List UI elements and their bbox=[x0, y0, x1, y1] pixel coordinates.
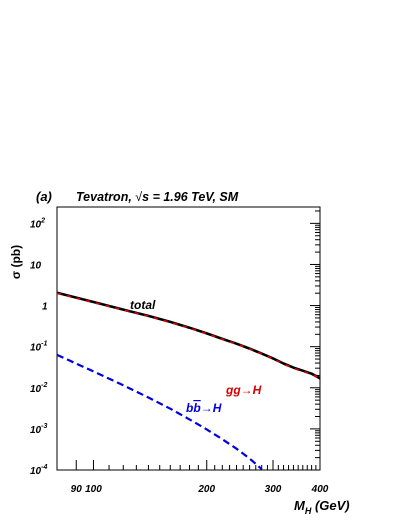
title-pre: Tevatron, bbox=[76, 190, 135, 204]
label-gg: gg→H bbox=[225, 383, 262, 397]
chart-title: Tevatron, √s = 1.96 TeV, SM bbox=[76, 190, 239, 204]
y-tick-label: 10-1 bbox=[30, 341, 47, 354]
y-tick-label: 10-4 bbox=[30, 464, 47, 477]
x-label-sub: H bbox=[305, 506, 312, 516]
y-tick-exponent: -3 bbox=[41, 423, 47, 430]
y-tick-label: 10 bbox=[30, 260, 42, 271]
series-line-gg-h bbox=[56, 292, 321, 380]
y-tick-exponent: -1 bbox=[41, 341, 47, 348]
y-tick-base: 10 bbox=[30, 466, 42, 477]
series-line-bb-h bbox=[56, 353, 263, 470]
x-label-unit: (GeV) bbox=[311, 498, 349, 513]
label-total: total bbox=[130, 298, 156, 312]
x-ticks: 90 100 200 300 400 bbox=[56, 460, 329, 495]
x-tick-label: 200 bbox=[197, 484, 215, 495]
y-tick-exponent: -4 bbox=[41, 464, 47, 471]
label-bb: bb→H bbox=[186, 401, 222, 415]
label-bb-b1: b bbox=[186, 401, 193, 415]
y-tick-label: 10-3 bbox=[30, 423, 47, 436]
y-tick-base: 10 bbox=[30, 343, 42, 354]
y-tick-base: 10 bbox=[30, 219, 42, 230]
y-tick-base: 10 bbox=[30, 425, 42, 436]
x-label-main: M bbox=[294, 498, 306, 513]
y-tick-label: 10-2 bbox=[30, 382, 47, 395]
y-tick-exponent: 2 bbox=[40, 217, 45, 224]
x-tick-label: 400 bbox=[311, 484, 329, 495]
x-tick-label: 90 bbox=[71, 484, 83, 495]
title-sqrt: √ bbox=[135, 190, 142, 204]
plot-frame bbox=[56, 206, 321, 471]
y-tick-base: 10 bbox=[30, 384, 42, 395]
x-tick-label: 100 bbox=[85, 484, 102, 495]
series-line-total bbox=[56, 291, 321, 380]
y-tick-label: 1 bbox=[42, 302, 48, 313]
x-axis-label: MH (GeV) bbox=[294, 498, 350, 516]
y-tick-label: 102 bbox=[30, 217, 45, 230]
label-bb-arrow: →H bbox=[201, 401, 222, 415]
series bbox=[56, 291, 321, 470]
x-tick-label: 300 bbox=[265, 484, 282, 495]
y-tick-base: 10 bbox=[30, 260, 42, 271]
y-tick-exponent: -2 bbox=[41, 382, 47, 389]
y-axis-label: σ (pb) bbox=[9, 245, 23, 279]
panel-label: (a) bbox=[36, 189, 52, 204]
title-post: s = 1.96 TeV, SM bbox=[142, 190, 239, 204]
y-tick-base: 1 bbox=[42, 302, 48, 313]
label-bb-b2: b bbox=[193, 401, 200, 415]
